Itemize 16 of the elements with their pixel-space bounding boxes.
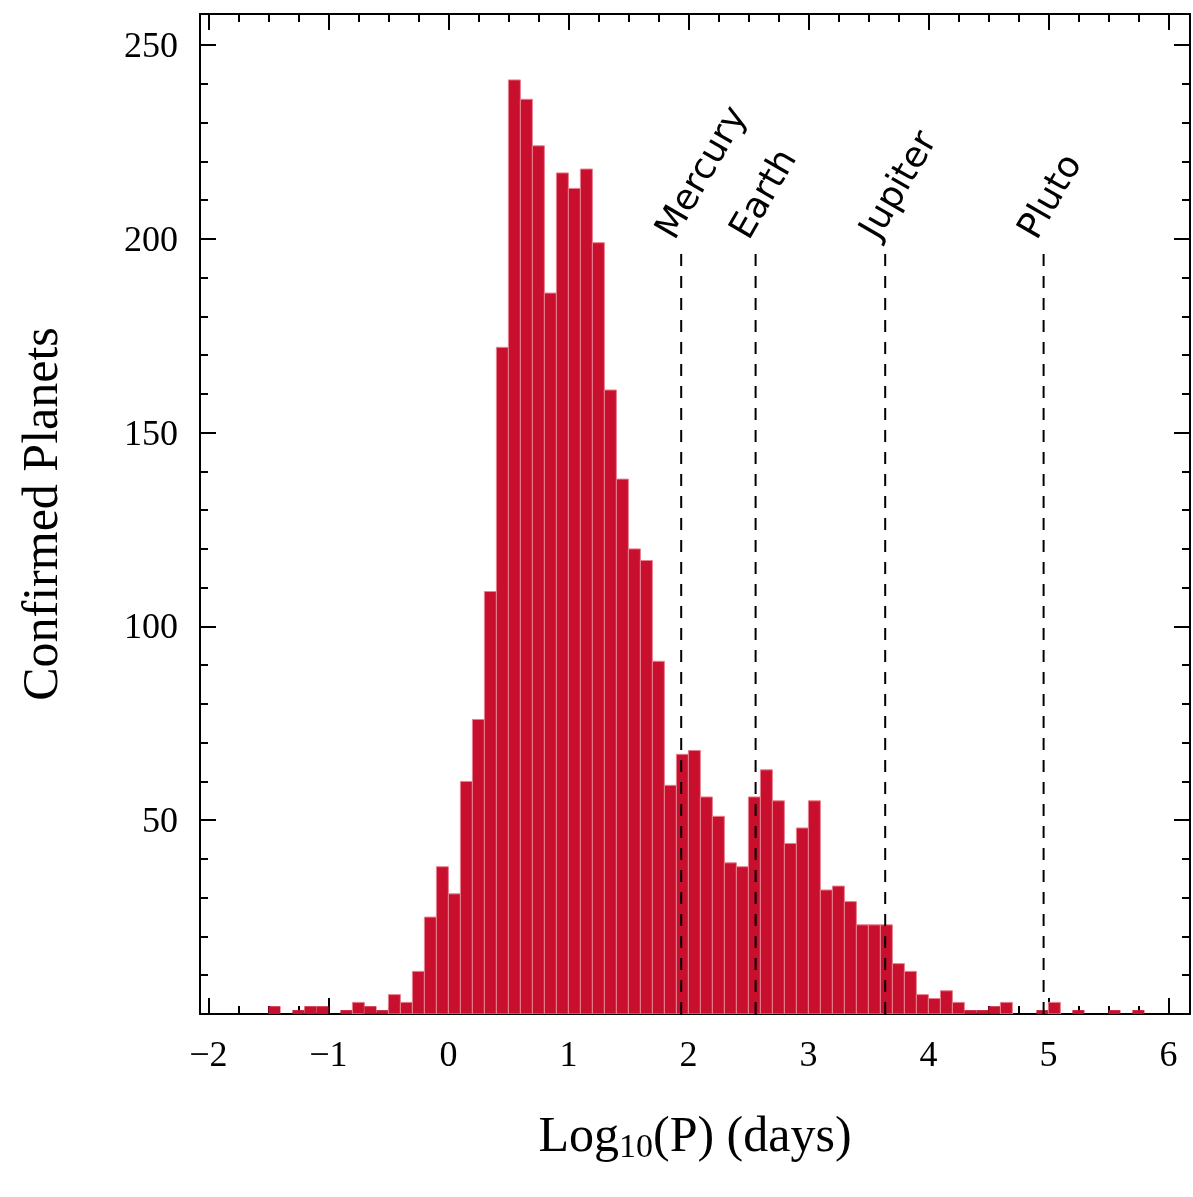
y-tick-label: 200 (124, 218, 178, 259)
y-tick-label: 250 (124, 25, 178, 66)
x-tick-label: −1 (309, 1034, 348, 1074)
y-tick-label: 100 (124, 606, 178, 647)
x-axis-title: Log10(P) (days) (538, 1106, 852, 1164)
x-tick-label: 4 (919, 1034, 938, 1074)
y-tick-label: 150 (124, 412, 178, 453)
x-tick-label: −2 (189, 1034, 228, 1074)
y-tick-label: 50 (142, 800, 178, 841)
x-tick-label: 2 (679, 1034, 698, 1074)
y-axis-title: Confirmed Planets (12, 327, 68, 701)
x-tick-label: 5 (1039, 1034, 1058, 1074)
x-tick-label: 1 (559, 1034, 578, 1074)
x-tick-label: 3 (799, 1034, 818, 1074)
x-tick-label: 6 (1159, 1034, 1178, 1074)
x-tick-label: 0 (439, 1034, 458, 1074)
